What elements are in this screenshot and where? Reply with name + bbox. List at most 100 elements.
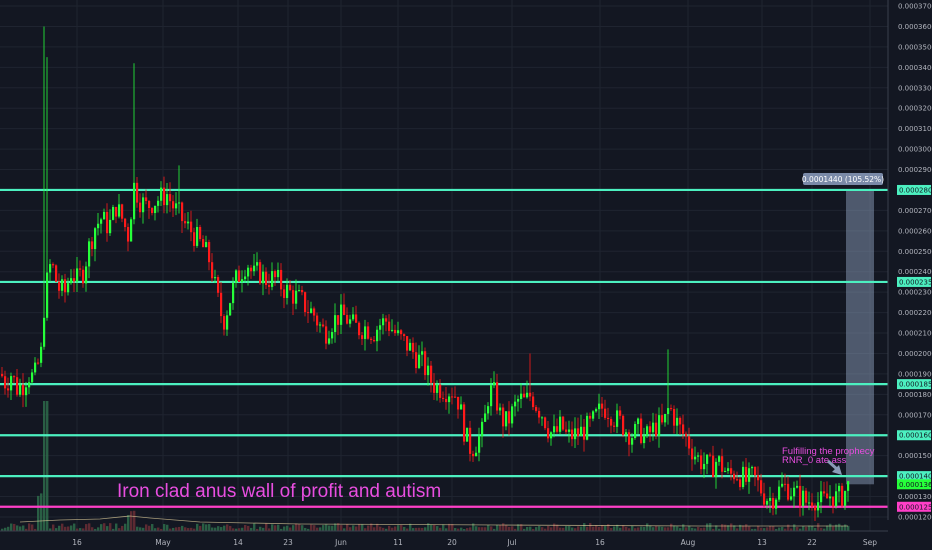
volume-bar bbox=[541, 527, 544, 531]
volume-bar bbox=[832, 526, 835, 531]
candle-body bbox=[232, 282, 235, 304]
candle-body bbox=[70, 278, 73, 284]
candle-body bbox=[775, 499, 778, 509]
volume-bar bbox=[130, 511, 133, 531]
volume-bar bbox=[52, 524, 55, 531]
volume-bar bbox=[826, 525, 829, 531]
volume-bar bbox=[520, 524, 523, 531]
candle-body bbox=[208, 242, 211, 263]
candle-body bbox=[181, 202, 184, 222]
volume-bar bbox=[571, 527, 574, 531]
time-axis[interactable]: 16 May 14 23 Jun 11 20 Jul 16 Aug 13 22 Sep bbox=[0, 530, 888, 547]
volume-bar bbox=[724, 524, 727, 531]
candle-body bbox=[523, 393, 526, 398]
volume-bar bbox=[127, 515, 130, 531]
volume-bar bbox=[46, 401, 49, 531]
volume-bar bbox=[727, 525, 730, 531]
volume-bar bbox=[253, 523, 256, 531]
candle-body bbox=[388, 321, 391, 331]
volume-bar bbox=[289, 527, 292, 531]
candle-body bbox=[679, 417, 682, 425]
candle-body bbox=[745, 466, 748, 482]
volume-bar bbox=[193, 528, 196, 531]
volume-bar bbox=[79, 528, 82, 531]
volume-bar bbox=[160, 528, 163, 531]
volume-bar bbox=[280, 528, 283, 531]
candle-body bbox=[835, 491, 838, 507]
volume-bar bbox=[430, 524, 433, 531]
volume-bar bbox=[808, 525, 811, 531]
candle-body bbox=[85, 266, 88, 284]
candle-body bbox=[685, 433, 688, 437]
candle-body bbox=[100, 219, 103, 224]
volume-bar bbox=[310, 524, 313, 531]
candle-body bbox=[484, 413, 487, 422]
volume-bar bbox=[535, 527, 538, 531]
candle-body bbox=[190, 221, 193, 233]
volume-bar bbox=[82, 528, 85, 531]
candle-body bbox=[724, 470, 727, 472]
candle-body bbox=[343, 304, 346, 315]
measure-label-bg bbox=[803, 172, 883, 185]
volume-bar bbox=[721, 524, 724, 531]
volume-bar bbox=[448, 523, 451, 531]
candle-body bbox=[154, 205, 157, 214]
volume-bar bbox=[634, 528, 637, 531]
volume-bar bbox=[427, 523, 430, 531]
candle-body bbox=[394, 329, 397, 334]
candle-body bbox=[409, 342, 412, 351]
candle-body bbox=[334, 315, 337, 333]
candle-body bbox=[235, 270, 238, 283]
candle-body bbox=[466, 427, 469, 442]
volume-bar bbox=[154, 528, 157, 531]
volume-bar bbox=[259, 526, 262, 531]
volume-bar bbox=[616, 524, 619, 531]
volume-bar bbox=[334, 523, 337, 531]
candle-body bbox=[253, 265, 256, 272]
volume-bar bbox=[214, 527, 217, 531]
candle-body bbox=[259, 262, 262, 284]
volume-bar bbox=[421, 527, 424, 531]
volume-bar bbox=[565, 526, 568, 531]
volume-bar bbox=[277, 524, 280, 531]
candle-body bbox=[166, 194, 169, 206]
volume-bar bbox=[592, 526, 595, 531]
candle-body bbox=[682, 424, 685, 434]
candle-body bbox=[340, 304, 343, 325]
volume-bar bbox=[457, 528, 460, 531]
volume-bar bbox=[478, 527, 481, 531]
candle-body bbox=[511, 406, 514, 424]
volume-bar bbox=[706, 523, 709, 531]
volume-bar bbox=[412, 528, 415, 531]
candle-body bbox=[622, 415, 625, 435]
candle-body bbox=[67, 283, 70, 293]
candle-body bbox=[205, 242, 208, 248]
candle-body bbox=[625, 432, 628, 435]
volume-bar bbox=[400, 525, 403, 531]
level-price-tag bbox=[897, 430, 931, 441]
candle-body bbox=[313, 308, 316, 316]
volume-bar bbox=[406, 528, 409, 531]
volume-bar bbox=[598, 526, 601, 531]
candle-body bbox=[112, 206, 115, 220]
volume-bar bbox=[556, 524, 559, 531]
candle-body bbox=[580, 426, 583, 437]
candle-body bbox=[670, 408, 673, 410]
candle-body bbox=[109, 219, 112, 234]
candle-body bbox=[373, 340, 376, 342]
horizontal-levels[interactable] bbox=[0, 188, 888, 508]
candle-body bbox=[115, 206, 118, 217]
candle-body bbox=[805, 490, 808, 503]
volume-bar bbox=[436, 526, 439, 531]
candle-body bbox=[667, 408, 670, 415]
candle-body bbox=[439, 384, 442, 398]
candle-body bbox=[652, 422, 655, 433]
candle-body bbox=[283, 289, 286, 298]
candle-body bbox=[577, 428, 580, 437]
candle-body bbox=[271, 271, 274, 287]
volume-bar bbox=[256, 528, 259, 531]
